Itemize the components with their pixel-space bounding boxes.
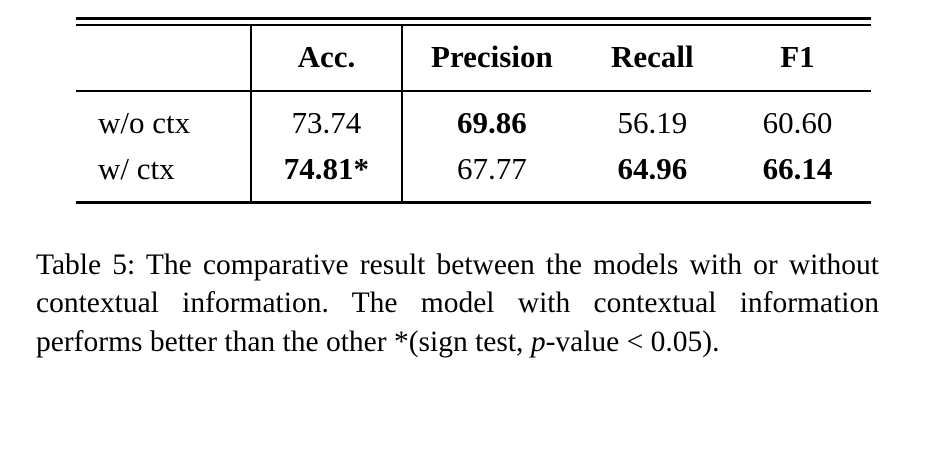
header-precision: Precision xyxy=(400,26,581,92)
table-5-block: Acc. Precision Recall F1 w/o ctx 73.74 6… xyxy=(76,17,871,204)
table-row-w-ctx: w/ ctx 74.81* 67.77 64.96 66.14 xyxy=(76,146,871,201)
cell-precision: 69.86 xyxy=(400,91,581,146)
table-top-rule-upper xyxy=(76,17,871,20)
cell-acc: 73.74 xyxy=(249,91,402,146)
table-bottom-rule xyxy=(76,201,871,204)
header-acc: Acc. xyxy=(249,26,402,92)
header-f1: F1 xyxy=(723,26,871,92)
table-row-wo-ctx: w/o ctx 73.74 69.86 56.19 60.60 xyxy=(76,91,871,146)
cell-f1: 60.60 xyxy=(762,105,833,140)
cell-acc: 74.81* xyxy=(249,146,402,201)
header-recall: Recall xyxy=(580,26,724,92)
cell-f1: 66.14 xyxy=(762,151,833,186)
cell-recall: 64.96 xyxy=(617,151,688,186)
row-label: w/o ctx xyxy=(98,105,191,140)
cell-precision: 67.77 xyxy=(400,146,581,201)
table-caption: Table 5: The comparative result between … xyxy=(36,246,879,361)
header-row: Acc. Precision Recall F1 xyxy=(76,26,871,92)
cell-recall: 56.19 xyxy=(617,105,688,140)
results-table: Acc. Precision Recall F1 w/o ctx 73.74 6… xyxy=(76,26,871,201)
caption-text-start: Table 5: The comparative result between … xyxy=(36,249,879,358)
caption-p-italic: p xyxy=(530,325,546,358)
table-top-rule-lower xyxy=(76,24,871,26)
row-label: w/ ctx xyxy=(98,151,175,186)
header-empty xyxy=(76,26,251,92)
caption-text-end: -value < 0.05). xyxy=(545,325,720,358)
